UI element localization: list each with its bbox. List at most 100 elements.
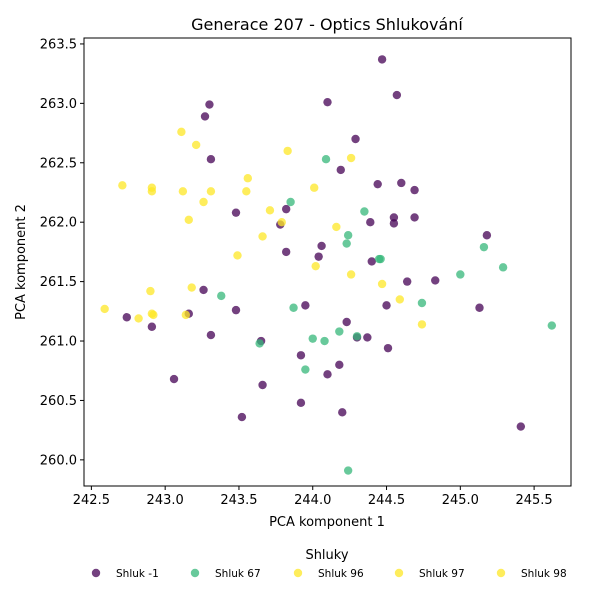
data-point — [206, 330, 216, 340]
legend-label: Shluk 67 — [215, 568, 261, 580]
data-point — [231, 305, 241, 315]
y-tick-label: 260.0 — [40, 453, 77, 468]
chart-title: Generace 207 - Optics Shlukování — [191, 15, 463, 34]
data-point — [516, 422, 526, 431]
y-axis-label: PCA komponent 2 — [14, 204, 29, 320]
data-point — [177, 127, 186, 137]
legend-marker — [91, 568, 101, 578]
data-point — [311, 261, 320, 271]
x-tick-label: 245.0 — [442, 493, 479, 508]
data-point — [289, 303, 298, 312]
legend-label: Shluk 98 — [521, 568, 567, 580]
data-point — [338, 408, 347, 417]
data-point — [335, 360, 344, 369]
legend-label: Shluk -1 — [116, 568, 159, 580]
data-point — [363, 333, 372, 342]
data-point — [336, 165, 345, 175]
data-point — [258, 232, 267, 241]
data-point — [346, 270, 356, 279]
data-point — [397, 178, 406, 188]
plot-area-frame — [83, 37, 572, 487]
data-point — [377, 55, 387, 64]
data-point — [395, 295, 405, 304]
data-point — [382, 301, 391, 310]
data-point — [351, 134, 360, 144]
data-point — [199, 285, 208, 295]
data-point — [479, 242, 489, 252]
data-point — [184, 215, 193, 225]
data-point — [343, 231, 353, 240]
legend-marker — [394, 568, 404, 578]
data-point — [231, 208, 241, 217]
data-point — [146, 286, 155, 296]
data-point — [321, 155, 331, 164]
y-tick-label: 263.0 — [40, 97, 77, 112]
legend-title: Shluky — [305, 548, 348, 563]
data-point — [498, 263, 508, 272]
data-point — [366, 217, 375, 227]
data-point — [352, 332, 362, 341]
data-point — [373, 179, 382, 189]
data-point — [383, 343, 393, 353]
y-tick-label: 262.5 — [40, 156, 77, 171]
data-point — [310, 183, 319, 192]
data-point — [402, 277, 412, 286]
data-point — [149, 310, 158, 320]
data-point — [243, 174, 253, 183]
data-point — [206, 187, 216, 196]
data-point — [258, 380, 267, 390]
data-point — [317, 241, 326, 251]
data-point — [376, 254, 385, 264]
y-tick-label: 261.0 — [40, 335, 77, 350]
data-point — [265, 206, 275, 215]
data-point — [118, 181, 127, 190]
data-point — [281, 247, 291, 257]
data-point — [482, 231, 492, 240]
data-point — [335, 327, 344, 336]
data-point — [206, 155, 216, 164]
data-point — [389, 213, 399, 222]
data-point — [342, 317, 351, 327]
legend-label: Shluk 97 — [419, 568, 465, 580]
legend-marker — [496, 568, 506, 578]
x-axis-label: PCA komponent 1 — [269, 515, 385, 530]
y-axis-ticks: 260.0 260.5 261.0 261.5 262.0 262.5 263.0 263.5 — [40, 37, 84, 468]
data-point — [377, 279, 387, 289]
data-point — [410, 213, 419, 222]
data-point — [346, 153, 356, 163]
data-point — [286, 197, 295, 207]
data-point — [547, 321, 557, 330]
data-point — [431, 276, 440, 285]
data-point — [134, 314, 143, 323]
data-point — [308, 334, 317, 343]
legend: Shluk -1 Shluk 67 Shluk 96 Shluk 97 Shluk 98 — [91, 568, 567, 580]
data-point — [320, 336, 329, 346]
x-tick-label: 242.5 — [73, 493, 110, 508]
x-tick-label: 245.5 — [515, 493, 552, 508]
data-point — [169, 374, 179, 384]
y-tick-label: 260.5 — [40, 394, 77, 409]
data-point — [237, 412, 247, 422]
data-point — [205, 100, 214, 109]
data-point — [314, 252, 323, 261]
data-point — [283, 146, 292, 156]
x-axis-ticks: 242.5 243.0 243.5 244.0 244.5 245.0 245.5 — [73, 486, 553, 508]
legend-marker — [190, 568, 200, 578]
data-point — [323, 97, 332, 107]
y-tick-label: 261.5 — [40, 275, 77, 290]
data-point — [360, 207, 369, 216]
data-point — [475, 303, 484, 312]
data-point — [255, 339, 264, 348]
data-point — [242, 187, 251, 196]
data-point — [147, 187, 157, 196]
data-point — [417, 298, 427, 308]
data-point — [233, 251, 242, 260]
data-point — [342, 239, 351, 248]
data-point — [147, 322, 157, 331]
data-point — [410, 185, 419, 195]
x-tick-label: 244.0 — [294, 493, 331, 508]
y-tick-label: 262.0 — [40, 216, 77, 231]
data-point — [392, 90, 402, 100]
data-point — [417, 320, 427, 329]
